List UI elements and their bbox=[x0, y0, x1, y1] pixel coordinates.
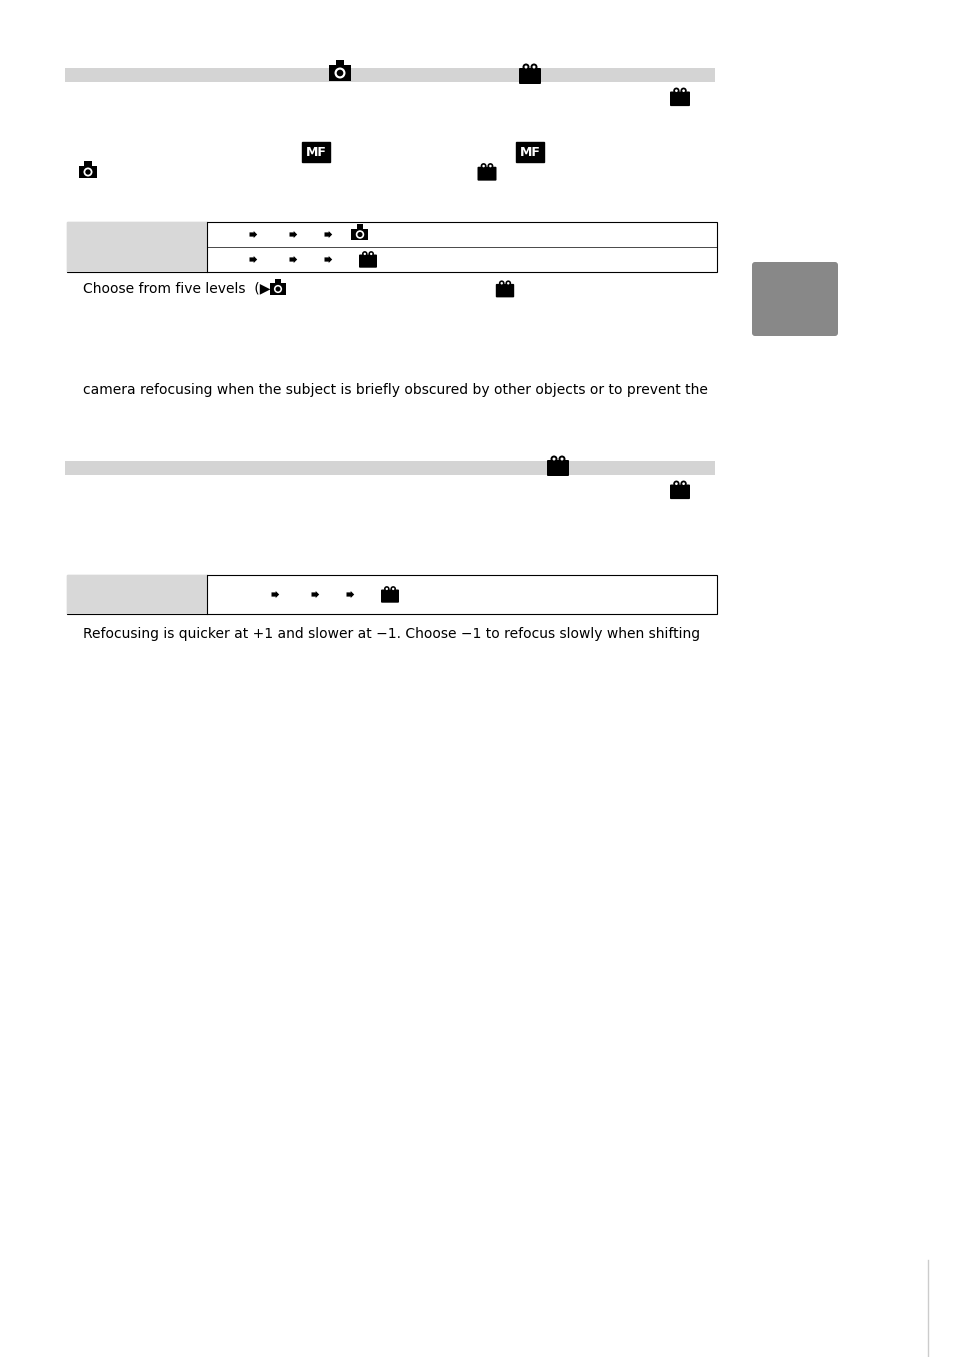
Circle shape bbox=[524, 65, 527, 68]
Bar bbox=[508, 292, 514, 296]
Bar bbox=[67, 575, 207, 613]
Circle shape bbox=[335, 68, 345, 79]
Bar bbox=[84, 161, 91, 167]
FancyBboxPatch shape bbox=[751, 262, 837, 337]
Circle shape bbox=[498, 281, 504, 286]
FancyBboxPatch shape bbox=[477, 167, 496, 180]
Bar bbox=[67, 575, 717, 613]
Bar bbox=[534, 77, 540, 83]
Text: MF: MF bbox=[519, 145, 539, 159]
Circle shape bbox=[500, 282, 502, 285]
Bar bbox=[683, 493, 689, 498]
FancyBboxPatch shape bbox=[546, 460, 568, 476]
Text: Choose from five levels  (▶: Choose from five levels (▶ bbox=[83, 281, 270, 294]
Polygon shape bbox=[324, 256, 332, 263]
Bar bbox=[329, 65, 351, 80]
Bar bbox=[490, 175, 496, 179]
Bar bbox=[683, 99, 689, 104]
Circle shape bbox=[681, 482, 684, 484]
Circle shape bbox=[385, 588, 388, 590]
Text: camera refocusing when the subject is briefly obscured by other objects or to pr: camera refocusing when the subject is br… bbox=[83, 383, 707, 398]
Circle shape bbox=[530, 64, 537, 71]
Circle shape bbox=[681, 90, 684, 92]
Circle shape bbox=[560, 457, 563, 460]
Circle shape bbox=[355, 231, 364, 239]
Polygon shape bbox=[324, 231, 332, 237]
FancyBboxPatch shape bbox=[669, 91, 689, 106]
Circle shape bbox=[550, 456, 557, 463]
Circle shape bbox=[675, 482, 677, 484]
Circle shape bbox=[679, 88, 686, 94]
Text: Refocusing is quicker at +1 and slower at −1. Choose −1 to refocus slowly when s: Refocusing is quicker at +1 and slower a… bbox=[83, 627, 700, 641]
Polygon shape bbox=[272, 592, 279, 598]
FancyBboxPatch shape bbox=[358, 255, 376, 267]
Circle shape bbox=[370, 252, 372, 255]
Polygon shape bbox=[289, 256, 297, 263]
Bar bbox=[393, 597, 398, 601]
Bar bbox=[561, 470, 568, 475]
Circle shape bbox=[384, 586, 389, 592]
Circle shape bbox=[357, 232, 362, 237]
Bar bbox=[67, 223, 207, 271]
Text: MF: MF bbox=[305, 145, 326, 159]
Bar bbox=[335, 60, 344, 66]
Circle shape bbox=[390, 586, 395, 592]
Circle shape bbox=[506, 282, 509, 285]
Circle shape bbox=[522, 64, 529, 71]
Circle shape bbox=[532, 65, 535, 68]
Bar bbox=[65, 68, 714, 81]
Bar bbox=[274, 280, 281, 284]
Polygon shape bbox=[289, 231, 297, 237]
Circle shape bbox=[487, 163, 493, 170]
FancyBboxPatch shape bbox=[518, 68, 540, 84]
Circle shape bbox=[489, 164, 491, 167]
Circle shape bbox=[675, 90, 677, 92]
Bar bbox=[270, 284, 286, 294]
Polygon shape bbox=[346, 592, 354, 598]
Circle shape bbox=[275, 286, 280, 292]
Circle shape bbox=[363, 252, 366, 255]
FancyBboxPatch shape bbox=[669, 484, 689, 499]
Circle shape bbox=[84, 167, 92, 176]
Bar bbox=[351, 228, 368, 240]
Circle shape bbox=[673, 480, 679, 487]
Polygon shape bbox=[312, 592, 319, 598]
Bar bbox=[67, 223, 717, 271]
Circle shape bbox=[552, 457, 555, 460]
Circle shape bbox=[392, 588, 394, 590]
Circle shape bbox=[336, 69, 343, 76]
Circle shape bbox=[85, 170, 91, 175]
Circle shape bbox=[361, 251, 367, 256]
Circle shape bbox=[505, 281, 511, 286]
FancyBboxPatch shape bbox=[380, 589, 398, 603]
Bar bbox=[371, 262, 376, 267]
Polygon shape bbox=[250, 256, 257, 263]
Circle shape bbox=[368, 251, 374, 256]
Circle shape bbox=[482, 164, 484, 167]
Circle shape bbox=[679, 480, 686, 487]
Circle shape bbox=[274, 285, 282, 293]
FancyBboxPatch shape bbox=[496, 284, 514, 297]
Bar bbox=[65, 461, 714, 475]
Polygon shape bbox=[250, 231, 257, 237]
Bar bbox=[79, 166, 97, 178]
Circle shape bbox=[480, 163, 486, 170]
Circle shape bbox=[558, 456, 565, 463]
Circle shape bbox=[673, 88, 679, 94]
Bar bbox=[356, 224, 363, 229]
